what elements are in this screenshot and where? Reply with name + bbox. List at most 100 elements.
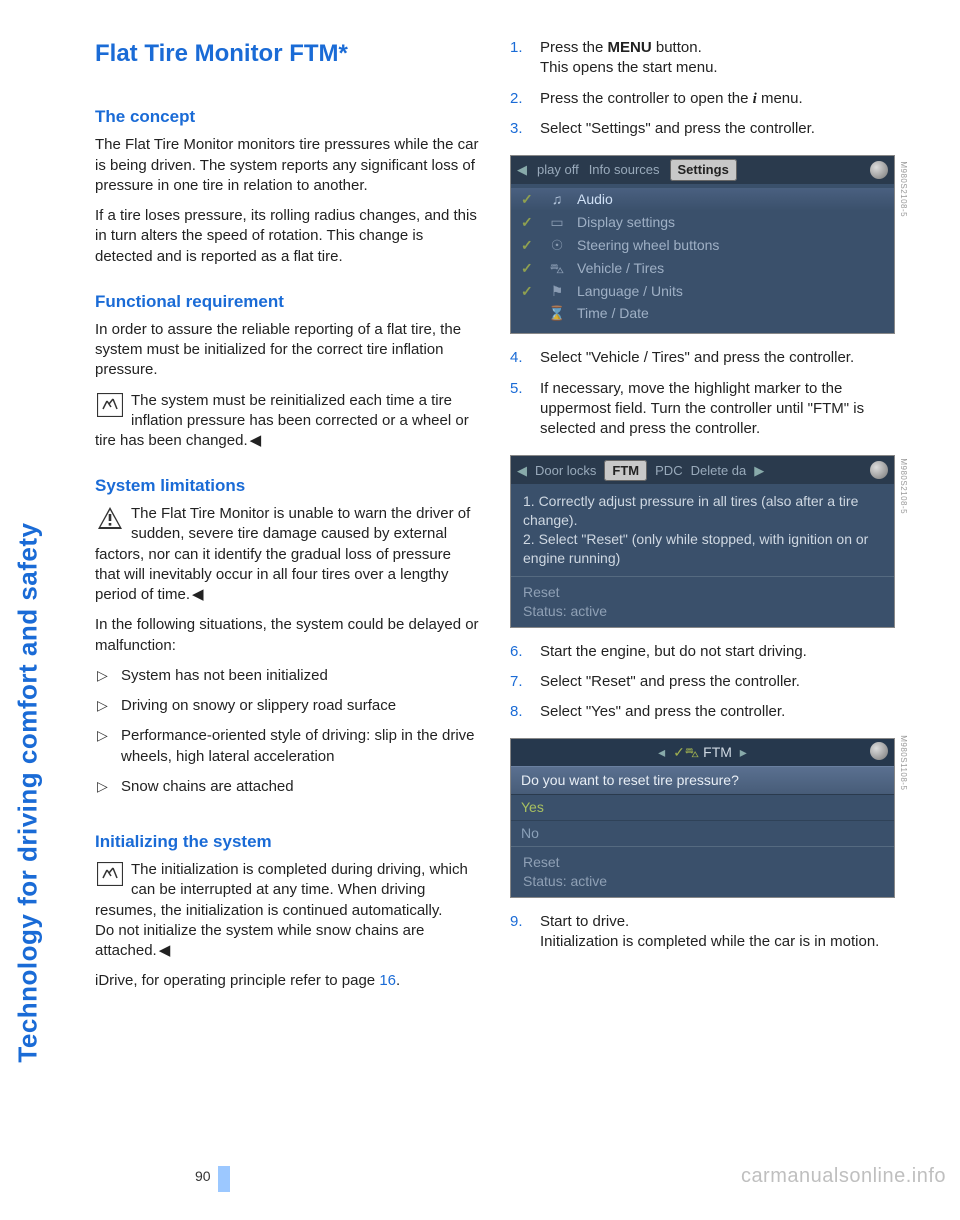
shot1-list: ✓♫Audio✓▭Display settings✓☉Steering whee… xyxy=(511,184,894,333)
knob-icon xyxy=(870,161,888,179)
init-note-a: The initialization is completed during d… xyxy=(95,861,468,919)
settings-row: ✓ ⛍ Vehicle / Tires xyxy=(521,257,884,280)
shot2-code: M980S2108-5 xyxy=(897,458,908,514)
shot3-top: ◂ ✓⛍ FTM ▸ xyxy=(511,739,894,766)
note-initializing: The initialization is completed during d… xyxy=(95,860,480,961)
end-mark-icon: ◀ xyxy=(159,941,171,961)
note-reinitialize: The system must be reinitialized each ti… xyxy=(95,391,480,452)
shot3-title: FTM xyxy=(703,744,732,760)
page-link[interactable]: 16 xyxy=(379,972,396,989)
shot3-lower: Reset Status: active xyxy=(511,846,894,897)
row-icon: ⛍ xyxy=(547,259,567,278)
settings-row: ✓ ⚑ Language / Units xyxy=(521,280,884,303)
row-icon: ⚑ xyxy=(547,282,567,301)
note-icon xyxy=(95,391,125,419)
row-label: Time / Date xyxy=(577,304,649,323)
heading-limitations: System limitations xyxy=(95,475,480,498)
row-label: Steering wheel buttons xyxy=(577,236,719,255)
tab-ftm-selected: FTM xyxy=(604,460,647,482)
step-9b: Initialization is completed while the ca… xyxy=(540,933,879,950)
limitations-list: System has not been initialized Driving … xyxy=(95,666,480,807)
row-icon: ☉ xyxy=(547,236,567,255)
step-4: Select "Vehicle / Tires" and press the c… xyxy=(510,348,895,368)
limitations-intro: In the following situations, the system … xyxy=(95,615,480,656)
tab-door: Door locks xyxy=(535,462,596,480)
idrive-suffix: . xyxy=(396,972,400,989)
shot3-yes: Yes xyxy=(511,795,894,821)
row-label: Vehicle / Tires xyxy=(577,259,664,278)
page-number: 90 xyxy=(195,1167,211,1186)
init-note-b: Do not initialize the system while snow … xyxy=(95,922,424,959)
check-icon: ✓ xyxy=(521,236,537,255)
arrow-left-icon: ◀ xyxy=(517,161,527,179)
shot2-tabs: ◀ Door locks FTM PDC Delete da ▶ xyxy=(511,456,894,484)
shot1-tabs: ◀ play off Info sources Settings xyxy=(511,156,894,184)
shot3-code: M980S1108-5 xyxy=(897,735,908,790)
row-label: Display settings xyxy=(577,213,675,232)
row-label: Language / Units xyxy=(577,282,683,301)
concept-p1: The Flat Tire Monitor monitors tire pres… xyxy=(95,135,480,196)
check-icon: ✓ xyxy=(521,190,537,209)
shot3-reset: Reset xyxy=(523,853,882,872)
step-5: If necessary, move the highlight marker … xyxy=(510,379,895,440)
page-content: Flat Tire Monitor FTM* The concept The F… xyxy=(95,38,895,1002)
row-icon: ⌛ xyxy=(547,304,567,323)
tab-playoff: play off xyxy=(537,161,579,179)
page-marker xyxy=(218,1166,230,1192)
settings-row: ✓♫Audio xyxy=(511,188,894,211)
check-icon: ✓ xyxy=(521,259,537,278)
step-9a: Start to drive. xyxy=(540,913,629,930)
note-reinit-text: The system must be reinitialized each ti… xyxy=(95,392,469,450)
shot2-body: 1. Correctly adjust pressure in all tire… xyxy=(511,484,894,576)
screenshot-reset: ◂ ✓⛍ FTM ▸ Do you want to reset tire pre… xyxy=(510,738,895,897)
tab-info: Info sources xyxy=(589,161,660,179)
steps-list-cont1: Select "Vehicle / Tires" and press the c… xyxy=(510,348,895,449)
note-icon xyxy=(95,860,125,888)
shot3-question: Do you want to reset tire pressure? xyxy=(511,766,894,795)
warn-text: The Flat Tire Monitor is unable to warn … xyxy=(95,505,470,603)
heading-initializing: Initializing the system xyxy=(95,831,480,854)
arrow-right-icon: ▶ xyxy=(754,462,764,480)
tab-pdc: PDC xyxy=(655,462,682,480)
section-label: Technology for driving comfort and safet… xyxy=(8,30,48,810)
step-7: Select "Reset" and press the controller. xyxy=(510,672,895,692)
screenshot-ftm: ◀ Door locks FTM PDC Delete da ▶ 1. Corr… xyxy=(510,455,895,627)
step-9: Start to drive. Initialization is comple… xyxy=(510,912,895,953)
heading-functional: Functional requirement xyxy=(95,291,480,314)
left-column: Flat Tire Monitor FTM* The concept The F… xyxy=(95,38,480,1002)
warning-icon xyxy=(95,504,125,532)
concept-p2: If a tire loses pressure, its rolling ra… xyxy=(95,206,480,267)
shot1-code: M980S2108-5 xyxy=(897,161,908,217)
check-car-icon: ✓⛍ xyxy=(673,744,699,760)
screenshot-settings: ◀ play off Info sources Settings ✓♫Audio… xyxy=(510,155,895,334)
menu-label: MENU xyxy=(608,39,652,56)
watermark: carmanualsonline.info xyxy=(741,1163,946,1190)
settings-row: ✓ ☉ Steering wheel buttons xyxy=(521,234,884,257)
tab-delete: Delete da xyxy=(691,462,747,480)
row-icon: ♫ xyxy=(547,190,567,209)
end-mark-icon: ◀ xyxy=(192,585,204,605)
tab-settings-selected: Settings xyxy=(670,159,737,181)
section-label-text: Technology for driving comfort and safet… xyxy=(10,522,45,1062)
arrow-right-icon: ▸ xyxy=(740,744,747,760)
shot2-lower: Reset Status: active xyxy=(511,576,894,627)
knob-icon xyxy=(870,742,888,760)
step-6: Start the engine, but do not start drivi… xyxy=(510,642,895,662)
shot2-line1: 1. Correctly adjust pressure in all tire… xyxy=(523,492,882,530)
list-item: System has not been initialized xyxy=(95,666,480,686)
shot2-status: Status: active xyxy=(523,602,882,621)
check-icon: ✓ xyxy=(521,282,537,301)
steps-list: Press the MENU button. This opens the st… xyxy=(510,38,895,149)
step-2: Press the controller to open the i menu. xyxy=(510,89,895,109)
shot2-reset: Reset xyxy=(523,583,882,602)
settings-row: ✓▭Display settings xyxy=(521,211,884,234)
list-item: Snow chains are attached xyxy=(95,777,480,797)
arrow-left-icon: ◂ xyxy=(658,744,665,760)
shot2-line2: 2. Select "Reset" (only while stopped, w… xyxy=(523,530,882,568)
step-1c: This opens the start menu. xyxy=(540,59,718,76)
step-2a: Press the controller to open the xyxy=(540,90,753,107)
page-title: Flat Tire Monitor FTM* xyxy=(95,38,480,70)
list-item: Driving on snowy or slippery road surfac… xyxy=(95,696,480,716)
arrow-left-icon: ◀ xyxy=(517,462,527,480)
end-mark-icon: ◀ xyxy=(250,431,262,451)
